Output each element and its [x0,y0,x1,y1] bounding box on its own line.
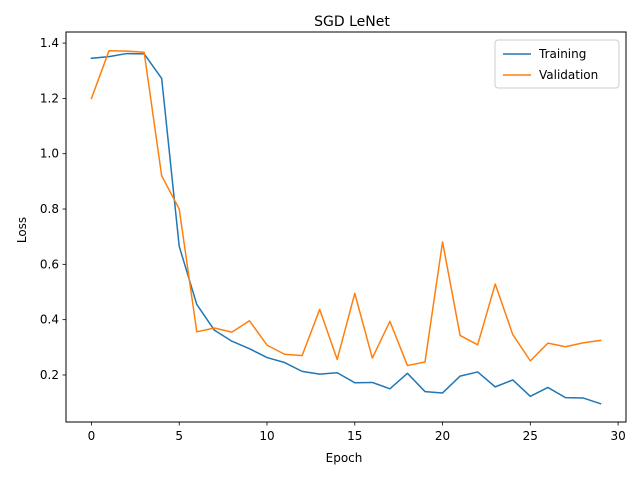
x-tick-label: 0 [88,429,96,443]
x-tick-label: 5 [175,429,183,443]
y-tick-label: 0.4 [40,313,59,327]
x-tick-label: 30 [610,429,625,443]
y-tick-label: 1.4 [40,36,59,50]
y-tick-label: 0.8 [40,202,59,216]
x-tick-label: 15 [347,429,362,443]
series-line-validation [90,50,602,367]
plot-area-frame [65,31,627,423]
y-tick-label: 0.2 [40,368,59,382]
chart-title: SGD LeNet [314,14,390,30]
y-tick-label: 1.0 [40,147,59,161]
y-tick-label: 0.6 [40,257,59,271]
y-axis: 0.2 0.4 0.6 0.8 1.0 1.2 1.4 [40,36,66,382]
legend-label-validation: Validation [539,68,598,82]
y-axis-label: Loss [15,217,29,243]
y-tick-label: 1.2 [40,91,59,105]
x-axis: 0 5 10 15 20 25 30 [88,422,626,443]
x-tick-label: 20 [435,429,450,443]
legend-label-training: Training [538,47,586,61]
x-tick-label: 10 [259,429,274,443]
x-tick-label: 25 [523,429,538,443]
legend-box [494,39,620,89]
legend: Training Validation [494,39,620,89]
x-axis-label: Epoch [326,451,363,465]
series-line-training [90,52,602,405]
